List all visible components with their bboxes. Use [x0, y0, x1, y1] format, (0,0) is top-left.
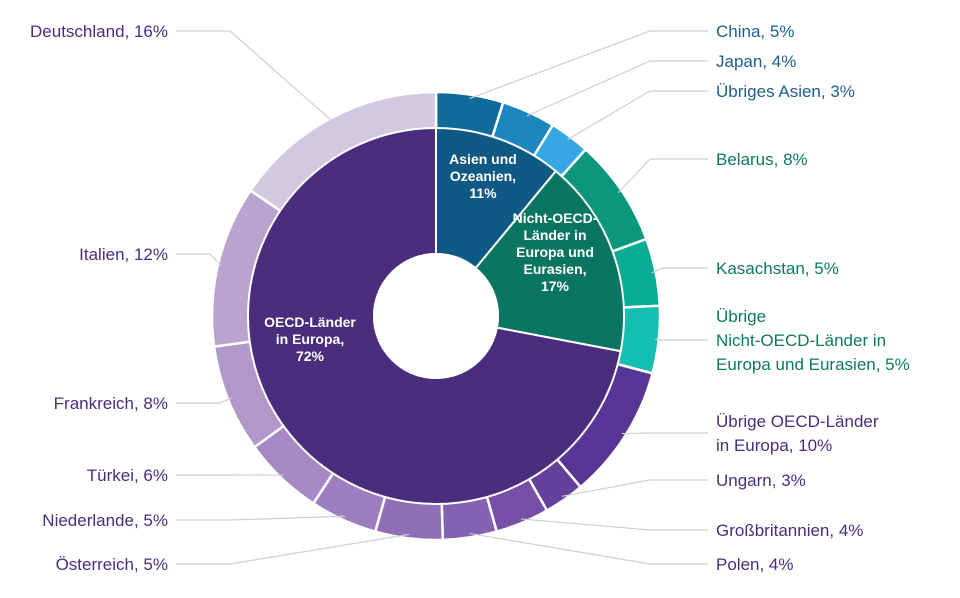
outer-slice-label: Österreich, 5% [56, 555, 168, 574]
outer-slice-label: Übriges Asien, 3% [716, 82, 855, 101]
outer-slice-label: Frankreich, 8% [54, 394, 168, 413]
outer-slice-label: Kasachstan, 5% [716, 259, 839, 278]
outer-slice-label: Übrige [716, 307, 766, 326]
outer-slice-label: Türkei, 6% [87, 466, 168, 485]
outer-slice-label: in Europa, 10% [716, 436, 832, 455]
outer-slice-label: Belarus, 8% [716, 150, 808, 169]
outer-slice-label: Ungarn, 3% [716, 471, 806, 490]
leader-line [561, 479, 708, 497]
inner-slice-label: Ozeanien, [450, 168, 516, 184]
leader-line [176, 397, 233, 404]
inner-slice-label: Eurasien, [523, 261, 586, 277]
outer-slice-label: Niederlande, 5% [42, 511, 168, 530]
outer-slice-label: Deutschland, 16% [30, 22, 168, 41]
inner-slice-label: 72% [296, 348, 325, 364]
leader-line [176, 253, 223, 267]
outer-labels: China, 5% Japan, 4% Übriges Asien, 3% Belar… [30, 22, 910, 574]
leader-line [526, 60, 708, 117]
leader-line [469, 30, 708, 100]
leader-line [176, 515, 345, 521]
outer-slice-label: Japan, 4% [716, 52, 796, 71]
inner-slice-label: Europa und [516, 244, 594, 260]
outer-slice-label: Europa und Eurasien, 5% [716, 355, 910, 374]
leader-line [621, 432, 708, 435]
leader-line [567, 90, 708, 141]
inner-slice-label: Nicht-OECD- [513, 210, 598, 226]
leader-line [654, 338, 708, 341]
outer-slice-label: Nicht-OECD-Länder in [716, 331, 886, 350]
leader-line [176, 533, 410, 565]
leader-line [651, 267, 708, 274]
inner-slice-label: Länder in [523, 227, 586, 243]
outer-slice-label: China, 5% [716, 22, 794, 41]
leader-line [469, 532, 708, 565]
outer-slice-label: Großbritannien, 4% [716, 521, 863, 540]
inner-slice-label: 11% [469, 185, 497, 201]
outer-slice-label: Italien, 12% [79, 245, 168, 264]
leader-line [617, 158, 708, 194]
leader-line [520, 518, 708, 531]
inner-slice-label: Asien und [449, 151, 517, 167]
inner-slice-label: OECD-Länder [264, 314, 356, 330]
outer-slice-label: Polen, 4% [716, 555, 794, 574]
outer-slice-label: Übrige OECD-Länder [716, 412, 879, 431]
inner-slice-label: 17% [541, 278, 570, 294]
leader-lines [176, 30, 708, 565]
donut-hole [373, 253, 499, 379]
inner-slice-label: in Europa, [276, 331, 344, 347]
leader-line [176, 30, 334, 123]
